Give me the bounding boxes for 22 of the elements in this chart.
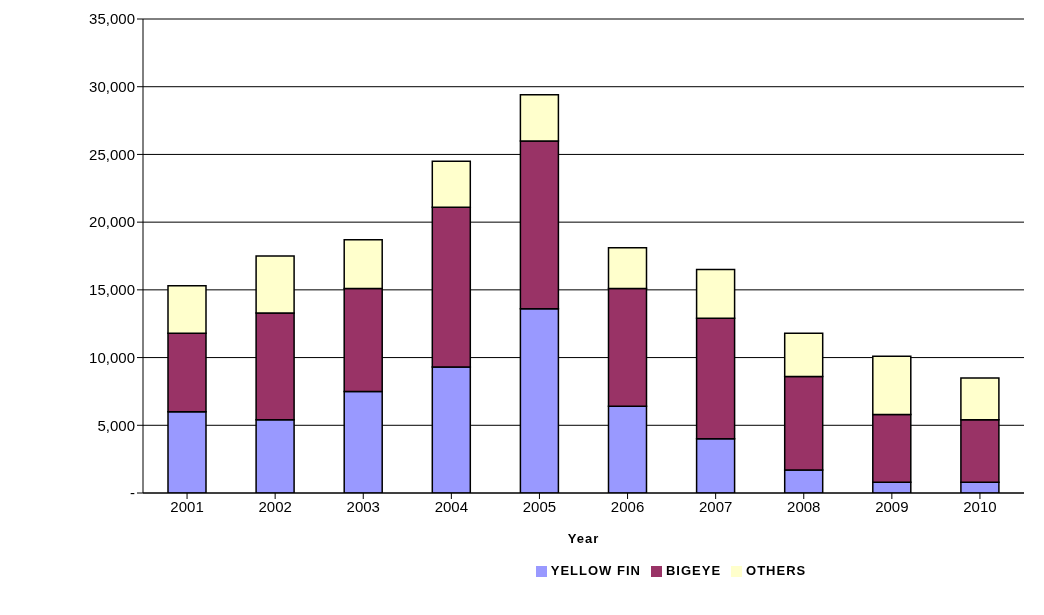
- x-tick-label: 2002: [258, 497, 292, 515]
- x-axis-title: Year: [567, 531, 600, 546]
- y-tick-label: 35,000: [89, 10, 135, 28]
- y-tick-label: -: [130, 484, 135, 502]
- y-tick-label: 10,000: [89, 348, 135, 366]
- x-tick-label: 2003: [346, 497, 380, 515]
- legend-label: OTHERS: [746, 563, 807, 578]
- y-tick-label: 25,000: [89, 145, 135, 163]
- x-tick-label: 2009: [875, 497, 909, 515]
- x-tick-label: 2006: [610, 497, 645, 515]
- x-tick-label: 2004: [434, 497, 469, 515]
- x-tick-label: 2010: [963, 497, 997, 515]
- legend-label: BIGEYE: [665, 563, 722, 578]
- y-tick-label: 30,000: [89, 78, 135, 96]
- x-tick-label: 2008: [787, 497, 821, 515]
- y-tick-label: 15,000: [89, 281, 135, 299]
- x-tick-label: 2001: [170, 497, 204, 515]
- x-tick-label: 2005: [522, 497, 557, 515]
- y-tick-label: 5,000: [97, 416, 135, 434]
- x-tick-label: 2007: [698, 497, 733, 515]
- legend-label: YELLOW FIN: [550, 563, 641, 578]
- y-tick-label: 20,000: [89, 213, 135, 231]
